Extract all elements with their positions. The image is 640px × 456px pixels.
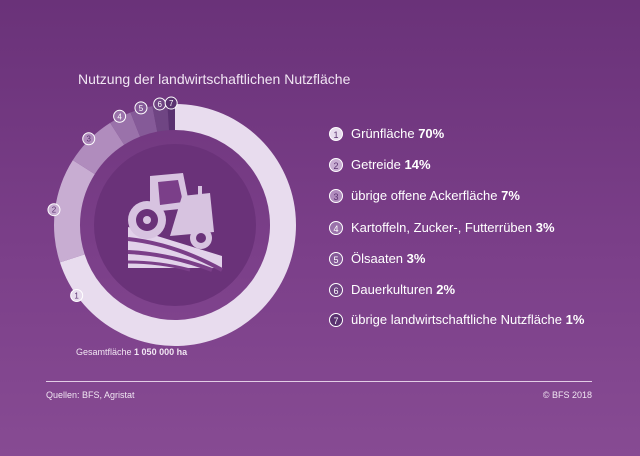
total-area: Gesamtfläche 1 050 000 ha bbox=[76, 347, 187, 357]
pie-slice-2 bbox=[53, 160, 95, 263]
legend-item: 7 übrige landwirtschaftliche Nutzfläche 1… bbox=[329, 310, 591, 330]
legend-item: 4 Kartoffeln, Zucker-, Futterrüben 3% bbox=[329, 218, 591, 238]
legend-number: 2 bbox=[329, 158, 343, 172]
pie-slice-3 bbox=[72, 122, 125, 175]
total-value: 1 050 000 ha bbox=[134, 347, 188, 357]
legend-item: 3 übrige offene Ackerfläche 7% bbox=[329, 186, 591, 206]
legend-item: 5 Ölsaaten 3% bbox=[329, 249, 591, 269]
legend-number: 1 bbox=[329, 127, 343, 141]
slice-markers: 1 2 3 4 5 6 7 bbox=[47, 96, 178, 303]
legend-category: Ölsaaten bbox=[351, 251, 407, 266]
legend-category: Grünfläche bbox=[351, 126, 419, 141]
legend-value: 2% bbox=[436, 282, 456, 297]
legend-value: 1% bbox=[565, 312, 585, 327]
legend-label: übrige offene Ackerfläche 7% bbox=[351, 186, 591, 206]
slice-marker-1: 1 bbox=[70, 289, 84, 303]
slice-marker-6: 6 bbox=[153, 97, 167, 111]
legend-label: Getreide 14% bbox=[351, 155, 591, 175]
legend-number: 6 bbox=[329, 283, 343, 297]
legend-label: Dauerkulturen 2% bbox=[351, 280, 591, 300]
slice-marker-number: 2 bbox=[52, 206, 57, 215]
legend-item: 1 Grünfläche 70% bbox=[329, 124, 591, 144]
legend-category: Kartoffeln, Zucker-, Futterrüben bbox=[351, 220, 536, 235]
slice-marker-7: 7 bbox=[164, 96, 178, 110]
legend-value: 3% bbox=[406, 251, 426, 266]
legend-label: Ölsaaten 3% bbox=[351, 249, 591, 269]
legend-category: übrige landwirtschaftliche Nutzfläche bbox=[351, 312, 566, 327]
legend-item: 2 Getreide 14% bbox=[329, 155, 591, 175]
slice-marker-4: 4 bbox=[113, 109, 127, 123]
slice-marker-3: 3 bbox=[82, 132, 96, 146]
slice-marker-5: 5 bbox=[134, 101, 148, 115]
legend-category: Getreide bbox=[351, 157, 405, 172]
pie-slice-5 bbox=[130, 106, 158, 137]
total-label: Gesamtfläche bbox=[76, 347, 132, 357]
legend-category: Dauerkulturen bbox=[351, 282, 437, 297]
slice-marker-number: 4 bbox=[117, 112, 122, 121]
legend-number: 4 bbox=[329, 221, 343, 235]
tractor-icon bbox=[127, 173, 223, 272]
legend-category: übrige offene Ackerfläche bbox=[351, 188, 502, 203]
copyright: © BFS 2018 bbox=[542, 390, 592, 400]
source-note: Quellen: BFS, Agristat bbox=[46, 390, 135, 400]
slice-marker-number: 7 bbox=[169, 99, 174, 108]
legend-value: 7% bbox=[501, 188, 520, 203]
pie-slice-6 bbox=[152, 104, 170, 132]
pie-slice-7 bbox=[167, 104, 175, 131]
legend-label: Grünfläche 70% bbox=[351, 124, 591, 144]
legend-label: Kartoffeln, Zucker-, Futterrüben 3% bbox=[351, 218, 591, 238]
slice-marker-number: 5 bbox=[139, 104, 144, 113]
slice-marker-number: 3 bbox=[87, 135, 92, 144]
slice-marker-number: 6 bbox=[157, 100, 162, 109]
legend-value: 3% bbox=[535, 220, 555, 235]
legend-number: 3 bbox=[329, 189, 343, 203]
legend-value: 14% bbox=[404, 157, 431, 172]
slice-marker-number: 1 bbox=[74, 292, 79, 301]
chart-title: Nutzung der landwirtschaftlichen Nutzflä… bbox=[78, 71, 351, 87]
legend-number: 5 bbox=[329, 252, 343, 266]
footer-divider bbox=[46, 381, 592, 382]
legend-label: übrige landwirtschaftliche Nutzfläche 1% bbox=[351, 310, 591, 330]
legend-value: 70% bbox=[418, 126, 445, 141]
legend-item: 6 Dauerkulturen 2% bbox=[329, 280, 591, 300]
slice-marker-2: 2 bbox=[47, 203, 61, 217]
legend-number: 7 bbox=[329, 313, 343, 327]
